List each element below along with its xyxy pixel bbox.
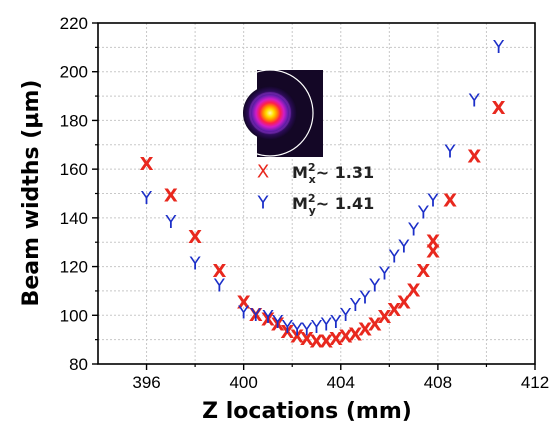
data-point-y: Y — [300, 319, 313, 340]
data-point-y: Y — [281, 317, 294, 338]
x-tick-label: 404 — [327, 373, 355, 392]
data-point-x: X — [378, 307, 392, 328]
axis-ticks: 396 400 404 408 412 80 100 120 140 160 180 200 220 — [60, 14, 550, 392]
data-point-x: X — [358, 319, 372, 340]
x-tick-label: 408 — [424, 373, 452, 392]
data-point-x: X — [319, 332, 333, 353]
legend-label: M2 x~ 1.31 — [292, 161, 374, 186]
data-point-y: Y — [329, 312, 342, 333]
data-point-y: Y — [249, 305, 262, 326]
data-point-x: X — [426, 232, 440, 253]
data-point-y: Y — [397, 237, 410, 258]
data-point-x: X — [237, 293, 251, 314]
beam-profile-image — [226, 69, 323, 157]
legend: X M2 x~ 1.31 Y M2 y~ 1.41 — [257, 161, 375, 217]
data-point-x: X — [368, 315, 382, 336]
data-point-x: X — [407, 280, 421, 301]
data-point-y: Y — [468, 90, 481, 111]
y-tick-label: 120 — [60, 258, 88, 277]
data-point-y: Y — [189, 254, 202, 275]
data-point-y: Y — [378, 263, 391, 284]
y-tick-label: 180 — [60, 111, 88, 130]
data-point-x: X — [416, 261, 430, 282]
data-point-y: Y — [359, 288, 372, 309]
data-point-x: X — [188, 227, 202, 248]
x-tick-label: 396 — [132, 373, 160, 392]
legend-label: M2 y~ 1.41 — [292, 192, 374, 217]
data-point-y: Y — [320, 315, 333, 336]
legend-marker: Y — [257, 193, 270, 214]
y-tick-label: 100 — [60, 306, 88, 325]
data-point-x: X — [348, 324, 362, 345]
legend-marker: X — [257, 162, 269, 183]
data-point-y: Y — [417, 202, 430, 223]
x-tick-label: 400 — [229, 373, 257, 392]
data-point-y: Y — [310, 317, 323, 338]
data-point-x: X — [140, 154, 154, 175]
y-tick-label: 160 — [60, 160, 88, 179]
data-point-y: Y — [368, 276, 381, 297]
data-point-y: Y — [444, 142, 457, 163]
y-tick-label: 220 — [60, 14, 88, 33]
y-tick-label: 80 — [69, 355, 88, 374]
data-point-y: Y — [388, 246, 401, 267]
data-point-y: Y — [492, 37, 505, 58]
data-point-y: Y — [339, 305, 352, 326]
data-point-x: X — [310, 332, 324, 353]
data-point-x: X — [492, 98, 506, 119]
x-tick-label: 412 — [521, 373, 549, 392]
data-point-x: X — [426, 241, 440, 262]
data-point-y: Y — [427, 190, 440, 211]
data-point-x: X — [467, 146, 481, 167]
data-point-x: X — [300, 329, 314, 350]
data-point-x: X — [329, 329, 343, 350]
data-point-y: Y — [237, 302, 250, 323]
data-point-y: Y — [271, 312, 284, 333]
data-point-x: X — [164, 185, 178, 206]
data-point-x: X — [280, 322, 294, 343]
data-point-y: Y — [140, 188, 153, 209]
y-tick-label: 200 — [60, 63, 88, 82]
legend-entry: X M2 x~ 1.31 — [257, 161, 374, 186]
data-point-x: X — [290, 327, 304, 348]
legend-entry: Y M2 y~ 1.41 — [257, 192, 375, 217]
data-point-y: Y — [261, 307, 274, 328]
data-point-y: Y — [349, 295, 362, 316]
data-point-y: Y — [407, 220, 420, 241]
y-axis-title: Beam widths (µm) — [19, 80, 44, 307]
data-point-x: X — [261, 310, 275, 331]
y-tick-label: 140 — [60, 209, 88, 228]
data-point-x: X — [212, 261, 226, 282]
data-point-y: Y — [164, 212, 177, 233]
data-point-x: X — [443, 190, 457, 211]
data-point-x: X — [387, 300, 401, 321]
data-point-x: X — [271, 315, 285, 336]
data-point-x: X — [397, 293, 411, 314]
grid-lines — [98, 23, 535, 364]
data-point-x: X — [339, 327, 353, 348]
data-point-y: Y — [291, 319, 304, 340]
data-point-x: X — [249, 305, 263, 326]
data-point-y: Y — [213, 276, 226, 297]
x-axis-title: Z locations (mm) — [202, 399, 412, 424]
